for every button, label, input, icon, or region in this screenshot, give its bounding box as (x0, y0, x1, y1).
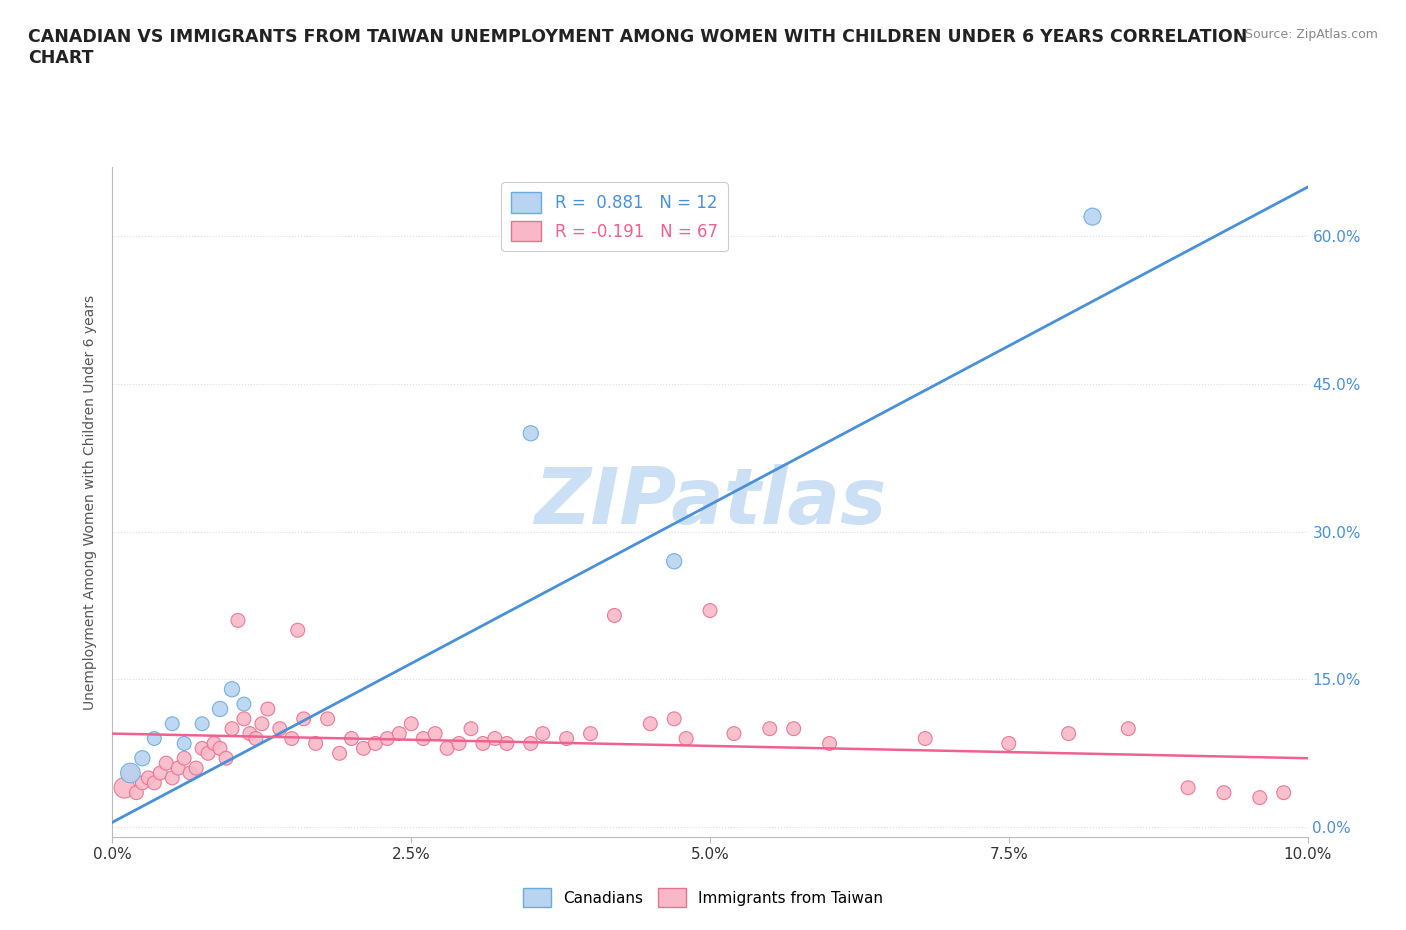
Point (495, 736, 517, 751)
Point (208, 741, 231, 756)
Point (664, 711, 686, 726)
Point (352, 741, 374, 756)
Point (114, 780, 135, 795)
Point (484, 731, 506, 746)
Text: ZIPatlas: ZIPatlas (534, 464, 886, 540)
Point (520, 736, 543, 751)
Point (1249, 790, 1271, 805)
Legend: R =  0.881   N = 12, R = -0.191   N = 67: R = 0.881 N = 12, R = -0.191 N = 67 (502, 182, 727, 251)
Point (179, 765, 201, 780)
Point (131, 776, 153, 790)
Point (120, 765, 142, 780)
Point (425, 726, 447, 741)
Point (197, 746, 219, 761)
Point (412, 731, 434, 746)
Point (208, 701, 231, 716)
Point (257, 701, 280, 716)
Point (818, 736, 841, 751)
Point (162, 770, 183, 785)
Point (520, 426, 543, 441)
Point (173, 751, 195, 765)
Point (401, 716, 423, 731)
Point (191, 741, 214, 756)
Point (186, 761, 208, 776)
Point (138, 770, 160, 785)
Point (603, 608, 626, 623)
Point (304, 736, 326, 751)
Point (1081, 209, 1104, 224)
Point (460, 722, 482, 737)
Point (120, 765, 142, 780)
Point (759, 722, 782, 737)
Point (675, 731, 697, 746)
Point (250, 716, 273, 731)
Point (162, 716, 183, 731)
Point (167, 761, 190, 776)
Point (998, 736, 1021, 751)
Point (149, 765, 172, 780)
Point (131, 751, 153, 765)
Point (364, 736, 387, 751)
Point (221, 682, 243, 697)
Point (914, 731, 936, 746)
Point (328, 746, 352, 761)
Point (316, 711, 339, 726)
Point (287, 623, 309, 638)
Point (233, 711, 256, 726)
Point (245, 731, 267, 746)
Point (555, 731, 578, 746)
Point (782, 722, 804, 737)
Y-axis label: Unemployment Among Women with Children Under 6 years: Unemployment Among Women with Children U… (83, 295, 97, 710)
Point (143, 731, 166, 746)
Legend: Canadians, Immigrants from Taiwan: Canadians, Immigrants from Taiwan (517, 883, 889, 913)
Point (215, 751, 238, 765)
Point (1057, 726, 1080, 741)
Point (340, 731, 363, 746)
Text: CANADIAN VS IMMIGRANTS FROM TAIWAN UNEMPLOYMENT AMONG WOMEN WITH CHILDREN UNDER : CANADIAN VS IMMIGRANTS FROM TAIWAN UNEMP… (28, 28, 1247, 67)
Point (388, 726, 411, 741)
Point (447, 736, 470, 751)
Point (699, 603, 721, 618)
Point (173, 736, 195, 751)
Point (436, 741, 458, 756)
Point (143, 776, 166, 790)
Point (191, 716, 214, 731)
Point (269, 722, 291, 737)
Point (531, 726, 554, 741)
Text: Source: ZipAtlas.com: Source: ZipAtlas.com (1244, 28, 1378, 41)
Point (226, 613, 249, 628)
Point (579, 726, 602, 741)
Point (664, 554, 686, 569)
Point (1272, 785, 1295, 800)
Point (1177, 780, 1199, 795)
Point (1116, 722, 1139, 737)
Point (375, 731, 399, 746)
Point (239, 726, 262, 741)
Point (472, 736, 495, 751)
Point (221, 722, 243, 737)
Point (292, 711, 315, 726)
Point (202, 736, 225, 751)
Point (1212, 785, 1236, 800)
Point (723, 726, 745, 741)
Point (155, 756, 177, 771)
Point (281, 731, 304, 746)
Point (638, 716, 662, 731)
Point (233, 697, 256, 711)
Point (125, 785, 148, 800)
